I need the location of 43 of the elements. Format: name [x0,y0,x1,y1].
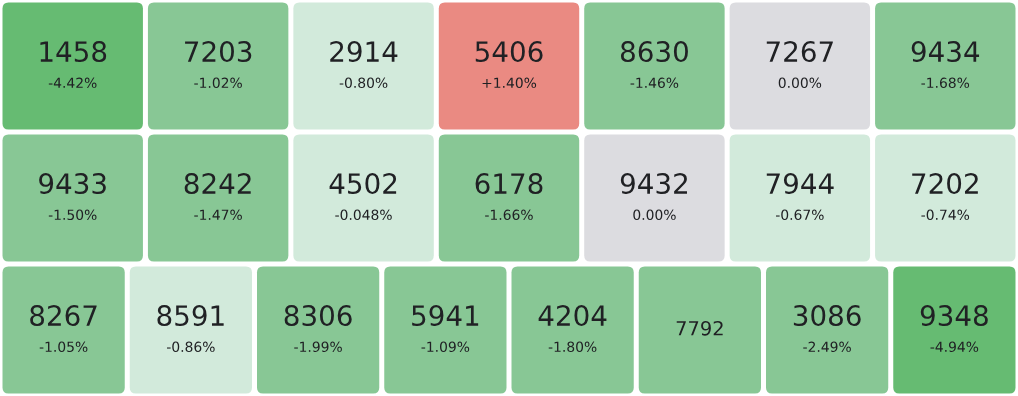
category-label: 7267 [766,41,833,63]
category-label: 8242 [184,173,251,195]
data-label: -0.86% [166,341,215,353]
data-label: -1.66% [485,209,533,221]
data-label: -1.09% [421,341,470,353]
category-label: 7203 [185,41,252,63]
category-label: 3086 [793,305,861,327]
data-label: -0.67% [775,209,824,221]
data-label: -0.80% [339,77,388,89]
category-label: 9432 [620,173,687,195]
category-label: 8630 [620,41,688,63]
data-label: -1.05% [39,341,88,353]
data-label: -0.048% [335,209,392,221]
category-label: 4502 [329,173,397,195]
category-label: 9434 [911,41,980,63]
category-label: 7792 [676,320,723,336]
data-label: -1.50% [48,209,97,221]
data-label: -1.99% [294,341,342,353]
data-label: -4.94% [930,341,979,353]
data-label: -1.46% [630,77,679,89]
category-label: 4204 [538,305,607,327]
data-label: -0.74% [921,209,970,221]
category-label: 7202 [912,173,978,195]
data-label: 0.00% [778,77,822,89]
data-label: -4.42% [48,77,97,89]
data-label: -2.49% [803,341,851,353]
category-label: 2914 [330,41,398,63]
category-label: 7944 [766,173,834,195]
category-label: 8267 [30,305,97,327]
data-label: -1.02% [194,77,242,89]
data-label: -1.68% [921,77,970,89]
data-label: -1.47% [194,209,242,221]
category-label: 6178 [475,173,543,195]
data-label: 0.00% [633,209,676,221]
data-label: -1.80% [548,341,597,353]
category-label: 8306 [284,305,352,327]
category-label: 5406 [475,41,543,63]
category-label: 1458 [40,41,107,63]
category-label: 8591 [157,305,224,327]
category-label: 5941 [412,305,479,327]
category-label: 9348 [920,305,988,327]
category-label: 9433 [39,173,106,195]
data-label: +1.40% [482,77,537,89]
